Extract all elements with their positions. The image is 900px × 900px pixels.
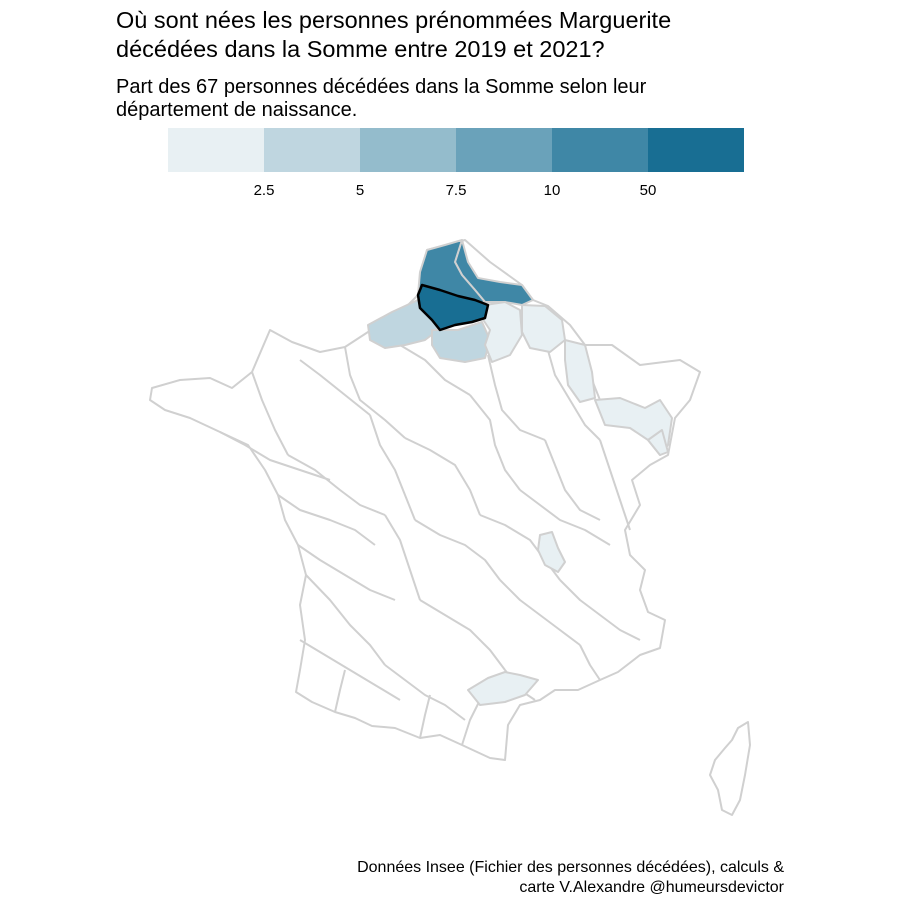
color-legend <box>168 128 744 172</box>
legend-tick-labels: 2.5 5 7.5 10 50 <box>168 182 744 202</box>
department-rhone <box>537 531 566 573</box>
source-caption: Données Insee (Fichier des personnes déc… <box>357 858 784 898</box>
caption-line-1: Données Insee (Fichier des personnes déc… <box>357 859 784 876</box>
department-ardennes <box>521 304 566 353</box>
legend-swatch-2 <box>264 128 360 172</box>
department-haut-rhin <box>647 429 669 456</box>
caption-line-2: carte V.Alexandre @humeursdevictor <box>519 879 784 896</box>
legend-tick-label: 2.5 <box>253 182 275 199</box>
france-outline <box>149 239 701 761</box>
legend-swatch-6 <box>648 128 744 172</box>
legend-tick-label: 5 <box>355 182 365 199</box>
legend-swatch-1 <box>168 128 264 172</box>
department-aisne <box>481 301 523 363</box>
legend-tick-label: 7.5 <box>445 182 467 199</box>
department-herault <box>467 671 539 706</box>
subtitle-line-2: département de naissance. <box>116 99 358 121</box>
corsica-outline <box>709 721 751 816</box>
department-somme <box>416 283 490 332</box>
department-oise <box>431 321 491 363</box>
legend-tick-label: 10 <box>543 182 561 199</box>
map-title: Où sont nées les personnes prénommées Ma… <box>116 6 836 64</box>
subtitle-line-1: Part des 67 personnes décédées dans la S… <box>116 76 647 98</box>
title-line-2: décédées dans la Somme entre 2019 et 202… <box>116 36 605 62</box>
legend-color-bar <box>168 128 744 172</box>
legend-tick-label: 50 <box>639 182 657 199</box>
legend-swatch-5 <box>552 128 648 172</box>
legend-swatch-3 <box>360 128 456 172</box>
map-subtitle: Part des 67 personnes décédées dans la S… <box>116 76 836 122</box>
title-line-1: Où sont nées les personnes prénommées Ma… <box>116 7 672 33</box>
legend-swatch-4 <box>456 128 552 172</box>
department-meuse <box>564 339 596 403</box>
